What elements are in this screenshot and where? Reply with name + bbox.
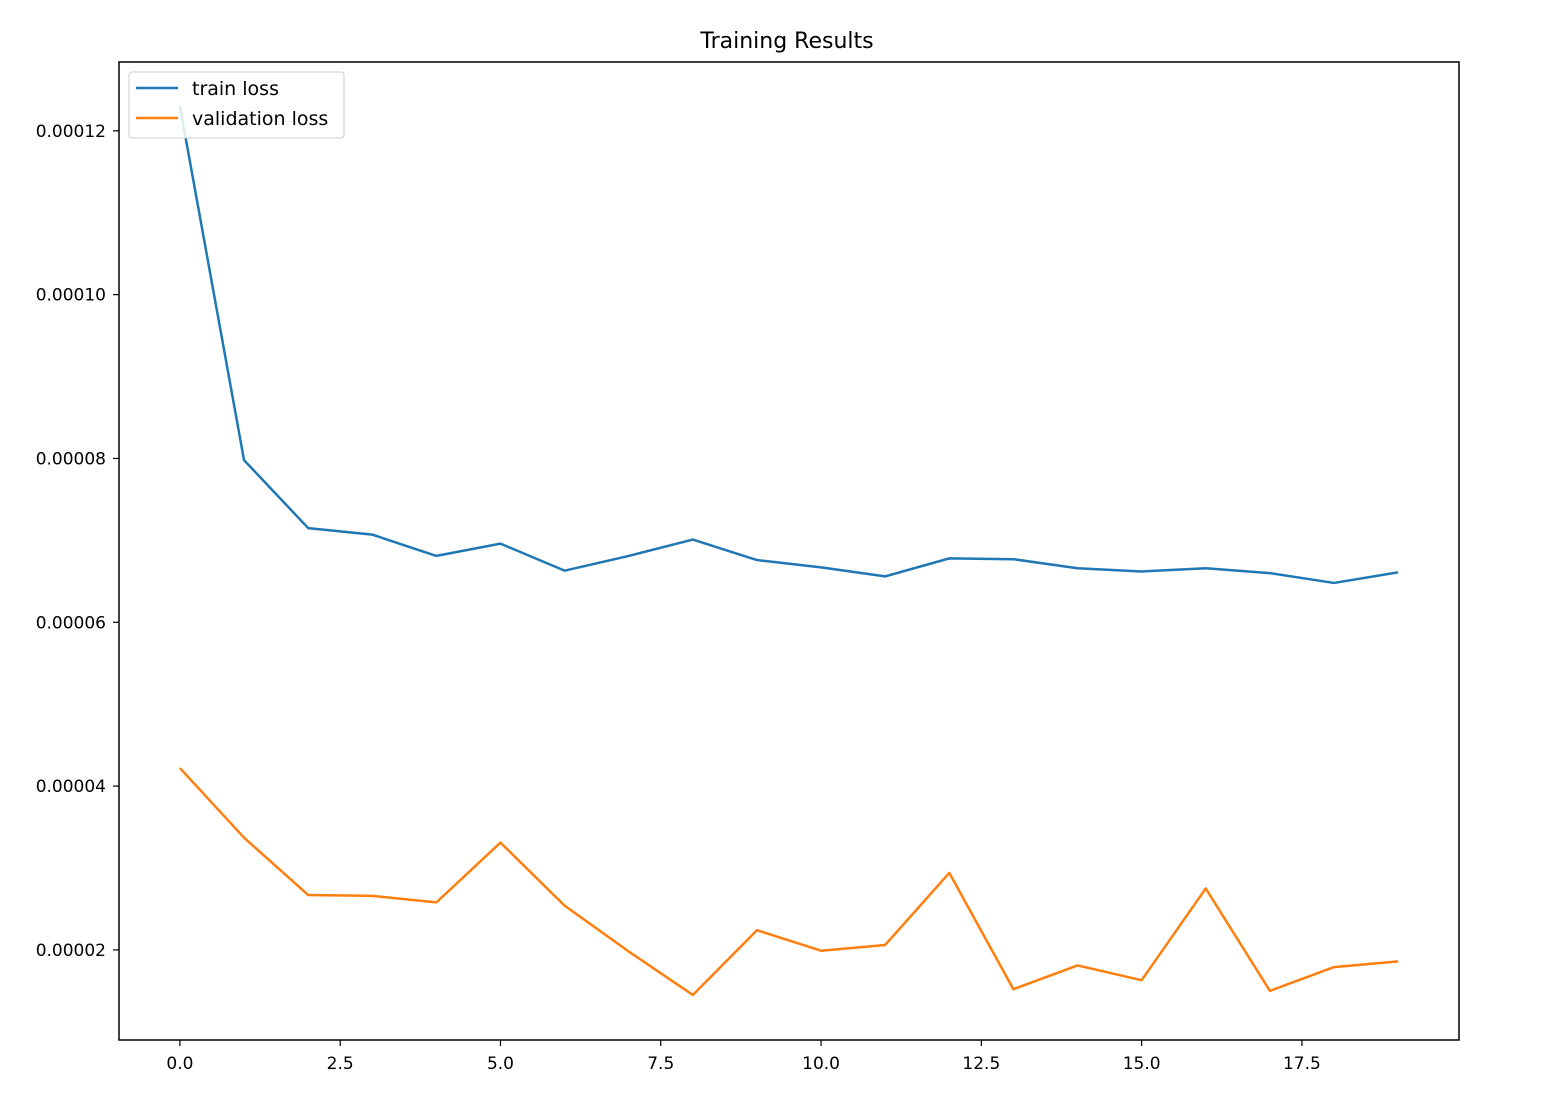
y-axis: 0.00002 0.00004 0.00006 0.00008 0.00010 0.000… [36,122,119,961]
series-line-train-loss [178,106,1399,585]
y-tick-label: 0.00012 [36,122,106,142]
x-tick-label: 17.5 [1283,1054,1321,1074]
y-tick-label: 0.00006 [36,613,106,633]
y-tick-label: 0.00004 [36,777,106,797]
x-tick-label: 0.0 [166,1054,193,1074]
plot-frame [118,61,1460,1041]
x-tick-label: 12.5 [962,1054,1000,1074]
x-tick-label: 15.0 [1123,1054,1161,1074]
x-tick-label: 2.5 [327,1054,354,1074]
y-tick-label: 0.00010 [36,286,106,306]
y-tick-label: 0.00002 [36,941,106,961]
chart-title: Training Results [699,29,873,54]
series-line-validation-loss [178,767,1399,997]
x-tick-label: 10.0 [802,1054,840,1074]
legend-label-train-loss: train loss [192,78,279,100]
y-tick-label: 0.00008 [36,449,106,469]
x-tick-label: 7.5 [647,1054,674,1074]
x-axis: 0.0 2.5 5.0 7.5 10.0 12.5 15.0 17.5 [166,1040,1321,1074]
legend-frame [128,71,345,139]
x-tick-label: 5.0 [487,1054,514,1074]
series-layer [178,106,1399,997]
legend: train loss validation loss [128,71,345,139]
legend-label-validation-loss: validation loss [192,108,328,130]
